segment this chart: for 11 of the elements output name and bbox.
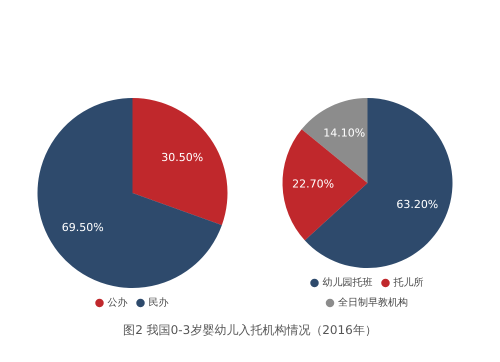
- legend-label: 全日制早教机构: [338, 296, 408, 309]
- data-label: 14.10%: [323, 126, 366, 140]
- legend-label: 托儿所: [392, 276, 424, 289]
- data-label: 22.70%: [292, 177, 334, 190]
- caption: 图2 我国0-3岁婴幼儿入托机构情况（2016年）: [122, 322, 378, 339]
- legend-label: 幼儿园托班: [322, 276, 372, 289]
- data-label: 63.20%: [396, 198, 438, 211]
- data-label: 69.50%: [62, 220, 104, 234]
- data-label: 30.50%: [161, 150, 204, 164]
- legend-label: 公办: [108, 296, 128, 309]
- legend-label: 民办: [148, 296, 168, 309]
